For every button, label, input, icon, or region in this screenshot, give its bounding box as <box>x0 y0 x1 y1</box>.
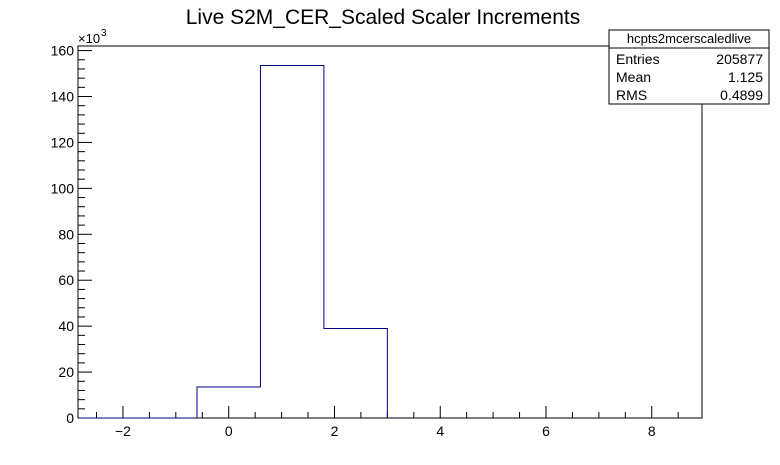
y-tick-label: 40 <box>58 318 74 334</box>
stats-rms-label: RMS <box>616 87 647 103</box>
x-tick-label: 2 <box>331 423 339 439</box>
y-tick-label: 140 <box>51 89 75 105</box>
y-exponent-power: 3 <box>101 28 107 39</box>
y-exponent-base: ×10 <box>78 31 100 46</box>
y-tick-label: 100 <box>51 180 75 196</box>
histogram-bin <box>324 328 387 418</box>
stats-rms-value: 0.4899 <box>720 87 763 103</box>
x-tick-label: 0 <box>225 423 233 439</box>
y-tick-label: 60 <box>58 272 74 288</box>
chart-title: Live S2M_CER_Scaled Scaler Increments <box>186 6 581 29</box>
y-tick-label: 160 <box>51 43 75 59</box>
stats-mean-label: Mean <box>616 69 651 85</box>
y-tick-label: 120 <box>51 134 75 150</box>
plot-frame <box>77 45 703 419</box>
histogram-bins <box>197 66 387 418</box>
y-tick-label: 80 <box>58 226 74 242</box>
y-axis-exponent: ×10 3 <box>78 28 107 46</box>
stats-entries-label: Entries <box>616 51 660 67</box>
y-tick-label: 0 <box>66 410 74 426</box>
x-tick-label: 4 <box>436 423 444 439</box>
stats-mean-value: 1.125 <box>728 69 763 85</box>
histogram-bin <box>260 66 323 418</box>
x-tick-label: −2 <box>115 423 131 439</box>
stats-box-frame <box>608 29 770 105</box>
y-tick-label: 20 <box>58 364 74 380</box>
stats-entries-value: 205877 <box>716 51 763 67</box>
histogram-outline <box>78 65 388 419</box>
x-axis-tick-labels: −2 0 2 4 6 8 <box>115 423 656 439</box>
stats-box: hcpts2mcerscaledlive Entries 205877 Mean… <box>608 29 770 105</box>
y-axis-ticks <box>78 50 92 419</box>
x-tick-label: 8 <box>648 423 656 439</box>
x-tick-label: 6 <box>542 423 550 439</box>
stats-box-name: hcpts2mcerscaledlive <box>627 31 751 46</box>
y-axis-tick-labels: 0 20 40 60 80 100 120 140 160 <box>51 43 75 426</box>
